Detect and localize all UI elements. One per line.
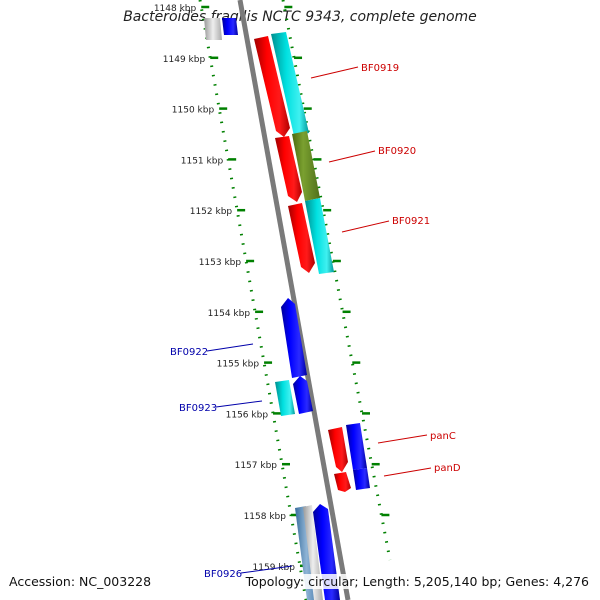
ruler-tick-label: 1150 kbp	[172, 106, 215, 116]
gene-label-bf0919: BF0919	[361, 63, 399, 74]
gene-bf0923-reverse	[293, 376, 313, 414]
gene-feature-gray	[204, 18, 222, 40]
ruler-tick-label: 1151 kbp	[181, 156, 224, 166]
label-leader-bf0919	[310, 66, 359, 79]
label-leader-bf0920	[328, 150, 376, 163]
reverse-gene-labels: BF0922 BF0923 BF0926	[170, 343, 293, 580]
label-leader-panc	[377, 434, 428, 444]
gene-bf0919-cyan	[271, 32, 309, 136]
gene-bf0922-reverse	[281, 298, 307, 378]
gene-label-bf0923: BF0923	[179, 403, 217, 414]
gene-bf0920-forward	[275, 136, 302, 202]
ruler-tick-label: 1159 kbp	[253, 563, 296, 573]
gene-label-bf0920: BF0920	[378, 146, 416, 157]
gene-panc-forward	[328, 427, 348, 472]
genome-backbone	[237, 0, 351, 600]
accession-text: Accession: NC_003228	[9, 574, 152, 589]
label-leader-bf0921	[341, 220, 390, 233]
gene-bf0923-cyan	[275, 380, 295, 416]
label-leader-bf0922	[206, 343, 254, 352]
gene-pand-forward	[334, 472, 351, 492]
label-leader-bf0926	[240, 565, 293, 574]
ruler-tick-label: 1157 kbp	[235, 461, 278, 471]
label-leader-bf0923	[215, 400, 263, 408]
gene-pand-reverse	[353, 468, 370, 490]
gene-bf0921-cyan	[305, 198, 334, 274]
gene-label-bf0926: BF0926	[204, 569, 242, 580]
gene-bf0919-forward	[254, 36, 290, 137]
ruler-tick-label: 1149 kbp	[163, 55, 206, 65]
ruler-line-right	[281, 0, 392, 561]
ruler-tick-label: 1154 kbp	[208, 309, 251, 319]
ruler-tick-label: 1152 kbp	[190, 207, 233, 217]
gene-label-bf0922: BF0922	[170, 347, 208, 358]
ruler-tick-label: 1153 kbp	[199, 258, 242, 268]
gene-label-bf0921: BF0921	[392, 216, 430, 227]
gene-panc-reverse	[346, 423, 367, 470]
ruler-tick-label: 1155 kbp	[217, 360, 260, 370]
forward-gene-labels: BF0919 BF0920 BF0921 panC panD	[310, 63, 461, 477]
ruler-line-left	[198, 0, 308, 600]
gene-feature-blue	[222, 18, 238, 35]
position-ruler: 1148 kbp 1149 kbp 1150 kbp 1151 kbp 1152 kbp…	[154, 0, 392, 600]
ruler-tick-label: 1156 kbp	[226, 410, 269, 420]
topology-text: Topology: circular; Length: 5,205,140 bp…	[245, 574, 589, 589]
gene-bf0921-forward	[288, 203, 315, 273]
gene-label-pand: panD	[434, 463, 461, 474]
label-leader-pand	[383, 467, 432, 477]
ruler-tick-label: 1158 kbp	[244, 512, 287, 522]
ruler-tick-label: 1148 kbp	[154, 4, 197, 14]
gene-label-panc: panC	[430, 431, 456, 442]
gene-bf0920-olive	[292, 131, 320, 201]
